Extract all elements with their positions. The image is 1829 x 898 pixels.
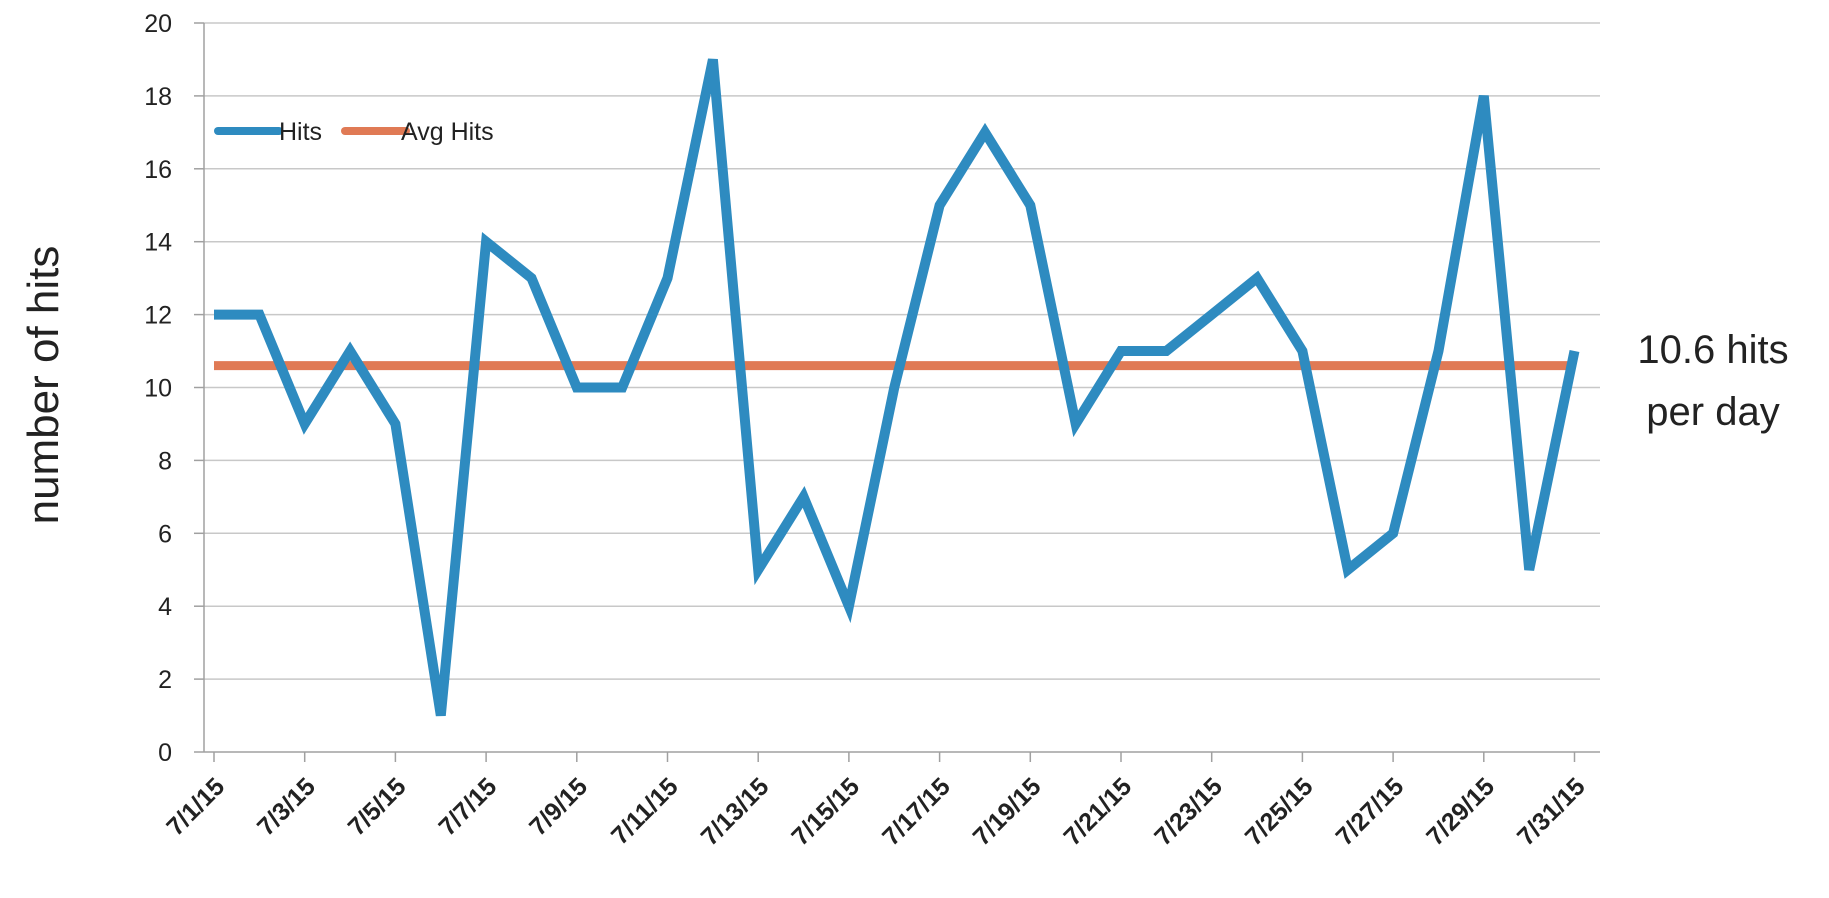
y-tick-label-2: 2: [158, 666, 172, 694]
y-tick-label-6: 6: [158, 520, 172, 548]
y-tick-label-4: 4: [158, 593, 172, 621]
data-point-avg-hits-7-24-15: [1254, 363, 1260, 369]
y-tick-label-10: 10: [144, 375, 172, 403]
legend: Hits Avg Hits: [214, 118, 494, 146]
x-tick-label-7-3-15: 7/3/15: [252, 772, 321, 841]
x-tick-label-7-1-15: 7/1/15: [161, 772, 230, 841]
y-tick-label-0: 0: [158, 739, 172, 767]
data-point-avg-hits-7-2-15: [256, 363, 262, 369]
data-point-hits-7-24-15: [1254, 275, 1260, 281]
data-point-hits-7-15-15: [846, 603, 852, 609]
x-tick-label-7-23-15: 7/23/15: [1149, 772, 1228, 851]
data-point-hits-7-17-15: [937, 202, 943, 208]
data-point-avg-hits-7-29-15: [1481, 363, 1487, 369]
x-tick-label-7-7-15: 7/7/15: [433, 772, 502, 841]
x-tick-label-7-15-15: 7/15/15: [786, 772, 865, 851]
data-point-avg-hits-7-27-15: [1390, 363, 1396, 369]
data-point-avg-hits-7-19-15: [1027, 363, 1033, 369]
data-point-hits-7-16-15: [891, 385, 897, 391]
data-point-hits-7-20-15: [1073, 421, 1079, 427]
data-point-hits-7-7-15: [483, 239, 489, 245]
data-point-hits-7-2-15: [256, 312, 262, 318]
x-tick-label-7-9-15: 7/9/15: [524, 772, 593, 841]
data-point-hits-7-6-15: [438, 713, 444, 719]
y-tick-label-14: 14: [144, 229, 172, 257]
x-tick-label-7-29-15: 7/29/15: [1421, 772, 1500, 851]
data-point-hits-7-10-15: [619, 385, 625, 391]
data-point-hits-7-30-15: [1526, 567, 1532, 573]
y-tick-label-12: 12: [144, 302, 172, 330]
series-line-hits: [214, 58, 1580, 717]
data-point-avg-hits-7-22-15: [1163, 363, 1169, 369]
data-point-avg-hits-7-14-15: [801, 363, 807, 369]
data-point-hits-7-3-15: [302, 421, 308, 427]
axes: [194, 22, 1600, 762]
y-tick-labels: 0 2 4 6 8 10 12 14 16 18 20: [144, 10, 172, 767]
data-point-hits-7-28-15: [1435, 348, 1441, 354]
average-annotation: 10.6 hits per day: [1637, 328, 1788, 434]
y-tick-label-20: 20: [144, 10, 172, 38]
data-point-hits-7-26-15: [1345, 567, 1351, 573]
data-point-avg-hits-7-11-15: [665, 363, 671, 369]
data-point-hits-7-4-15: [347, 348, 353, 354]
gridlines: [204, 22, 1600, 680]
data-point-avg-hits-7-7-15: [483, 363, 489, 369]
x-tick-label-7-19-15: 7/19/15: [968, 772, 1047, 851]
data-point-hits-7-31-15: [1572, 348, 1578, 354]
data-point-hits-7-25-15: [1299, 348, 1305, 354]
data-point-hits-7-18-15: [982, 129, 988, 135]
data-point-avg-hits-7-9-15: [574, 363, 580, 369]
y-tick-label-16: 16: [144, 156, 172, 184]
data-point-hits-7-11-15: [665, 275, 671, 281]
data-point-avg-hits-7-26-15: [1345, 363, 1351, 369]
data-point-hits-7-21-15: [1118, 348, 1124, 354]
data-point-avg-hits-7-20-15: [1073, 363, 1079, 369]
x-tick-label-7-5-15: 7/5/15: [343, 772, 412, 841]
annotation-line-1: 10.6 hits: [1637, 328, 1788, 372]
series-lines: [211, 56, 1580, 719]
y-tick-label-18: 18: [144, 83, 172, 111]
data-point-hits-7-19-15: [1027, 202, 1033, 208]
data-point-avg-hits-7-17-15: [937, 363, 943, 369]
x-tick-label-7-17-15: 7/17/15: [877, 772, 956, 851]
data-point-avg-hits-7-18-15: [982, 363, 988, 369]
data-point-avg-hits-7-1-15: [211, 363, 217, 369]
legend-label-avg-hits: Avg Hits: [401, 118, 494, 146]
data-point-avg-hits-7-8-15: [528, 363, 534, 369]
data-point-hits-7-12-15: [710, 56, 716, 62]
data-point-avg-hits-7-5-15: [392, 363, 398, 369]
data-point-avg-hits-7-12-15: [710, 363, 716, 369]
x-tick-label-7-25-15: 7/25/15: [1240, 772, 1319, 851]
data-point-avg-hits-7-13-15: [755, 363, 761, 369]
y-tick-label-8: 8: [158, 447, 172, 475]
data-point-avg-hits-7-15-15: [846, 363, 852, 369]
data-point-hits-7-9-15: [574, 385, 580, 391]
data-point-hits-7-22-15: [1163, 348, 1169, 354]
data-point-hits-7-1-15: [211, 312, 217, 318]
legend-label-hits: Hits: [279, 118, 322, 146]
data-point-hits-7-13-15: [755, 567, 761, 573]
x-tick-label-7-13-15: 7/13/15: [696, 772, 775, 851]
data-point-hits-7-8-15: [528, 275, 534, 281]
data-point-avg-hits-7-6-15: [438, 363, 444, 369]
x-tick-label-7-31-15: 7/31/15: [1512, 772, 1591, 851]
data-point-hits-7-23-15: [1209, 312, 1215, 318]
data-point-hits-7-14-15: [801, 494, 807, 500]
data-point-avg-hits-7-30-15: [1526, 363, 1532, 369]
data-point-avg-hits-7-3-15: [302, 363, 308, 369]
data-point-avg-hits-7-10-15: [619, 363, 625, 369]
x-tick-label-7-11-15: 7/11/15: [606, 772, 684, 850]
annotation-line-2: per day: [1646, 390, 1779, 434]
x-tick-label-7-21-15: 7/21/15: [1058, 772, 1137, 851]
data-point-hits-7-27-15: [1390, 530, 1396, 536]
x-tick-label-7-27-15: 7/27/15: [1331, 772, 1410, 851]
x-tick-labels: 7/1/15 7/3/15 7/5/15 7/7/15 7/9/15 7/11/15 7/1…: [161, 772, 1591, 851]
data-point-avg-hits-7-23-15: [1209, 363, 1215, 369]
data-point-hits-7-29-15: [1481, 93, 1487, 99]
y-axis-label: number of hits: [19, 246, 68, 525]
data-point-hits-7-5-15: [392, 421, 398, 427]
